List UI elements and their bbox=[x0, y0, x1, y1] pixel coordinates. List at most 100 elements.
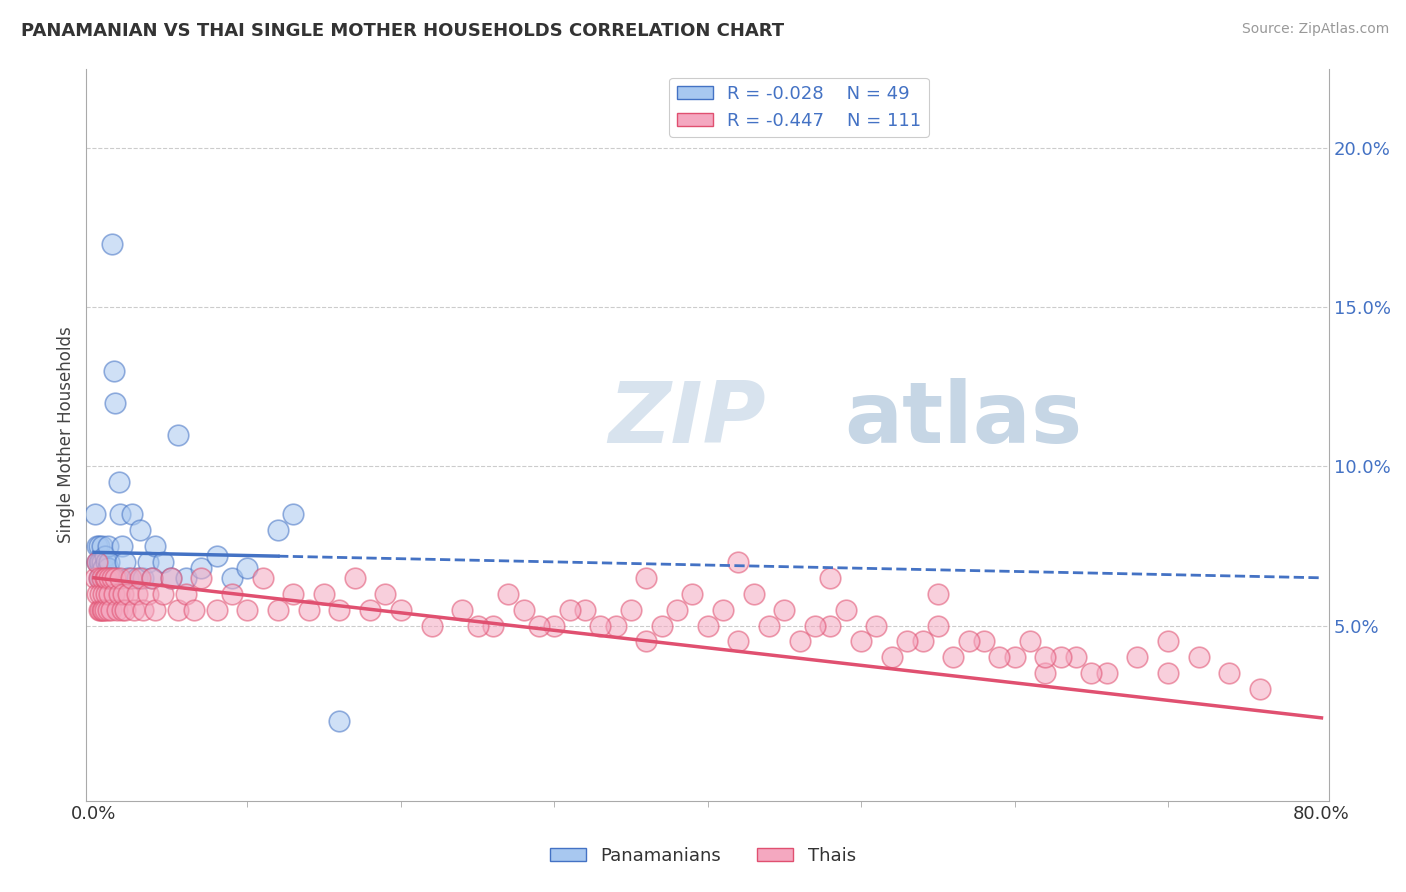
Point bbox=[96, 571, 118, 585]
Point bbox=[174, 571, 197, 585]
Point bbox=[107, 475, 129, 490]
Point bbox=[681, 587, 703, 601]
Point bbox=[125, 587, 148, 601]
Point bbox=[758, 618, 780, 632]
Legend: R = -0.028    N = 49, R = -0.447    N = 111: R = -0.028 N = 49, R = -0.447 N = 111 bbox=[669, 78, 928, 137]
Point bbox=[1033, 666, 1056, 681]
Point bbox=[114, 602, 136, 616]
Point bbox=[90, 555, 112, 569]
Point bbox=[108, 507, 131, 521]
Point bbox=[136, 587, 159, 601]
Y-axis label: Single Mother Households: Single Mother Households bbox=[58, 326, 75, 543]
Point bbox=[558, 602, 581, 616]
Point bbox=[835, 602, 858, 616]
Point bbox=[98, 571, 121, 585]
Point bbox=[696, 618, 718, 632]
Point bbox=[87, 602, 110, 616]
Point bbox=[159, 571, 181, 585]
Point bbox=[93, 549, 115, 563]
Point bbox=[87, 539, 110, 553]
Point bbox=[167, 602, 190, 616]
Point bbox=[742, 587, 765, 601]
Point bbox=[374, 587, 396, 601]
Point bbox=[132, 602, 155, 616]
Text: PANAMANIAN VS THAI SINGLE MOTHER HOUSEHOLDS CORRELATION CHART: PANAMANIAN VS THAI SINGLE MOTHER HOUSEHO… bbox=[21, 22, 785, 40]
Point bbox=[90, 602, 112, 616]
Point bbox=[108, 571, 131, 585]
Text: ZIP: ZIP bbox=[609, 378, 766, 461]
Point bbox=[988, 650, 1011, 665]
Point bbox=[112, 587, 135, 601]
Point bbox=[651, 618, 673, 632]
Point bbox=[152, 587, 174, 601]
Point bbox=[183, 602, 205, 616]
Point bbox=[117, 571, 139, 585]
Point bbox=[121, 507, 143, 521]
Legend: Panamanians, Thais: Panamanians, Thais bbox=[543, 840, 863, 872]
Point bbox=[1033, 650, 1056, 665]
Point bbox=[252, 571, 274, 585]
Point bbox=[98, 587, 121, 601]
Point bbox=[132, 571, 155, 585]
Point bbox=[574, 602, 596, 616]
Point bbox=[527, 618, 550, 632]
Point bbox=[1004, 650, 1026, 665]
Point bbox=[957, 634, 980, 648]
Point bbox=[84, 571, 107, 585]
Point bbox=[143, 602, 166, 616]
Point bbox=[117, 587, 139, 601]
Point bbox=[512, 602, 534, 616]
Point bbox=[389, 602, 412, 616]
Point bbox=[1049, 650, 1071, 665]
Point bbox=[236, 561, 259, 575]
Point bbox=[122, 602, 145, 616]
Point bbox=[221, 571, 243, 585]
Point bbox=[359, 602, 381, 616]
Point bbox=[93, 602, 115, 616]
Point bbox=[84, 507, 107, 521]
Point bbox=[87, 571, 110, 585]
Point bbox=[101, 571, 124, 585]
Point bbox=[104, 396, 127, 410]
Point bbox=[89, 571, 111, 585]
Point bbox=[86, 587, 108, 601]
Point bbox=[942, 650, 965, 665]
Point bbox=[1188, 650, 1211, 665]
Point bbox=[927, 587, 949, 601]
Point bbox=[328, 602, 350, 616]
Point bbox=[96, 587, 118, 601]
Point bbox=[104, 571, 127, 585]
Point bbox=[89, 587, 111, 601]
Point bbox=[543, 618, 565, 632]
Point bbox=[1126, 650, 1149, 665]
Point bbox=[91, 571, 114, 585]
Point bbox=[105, 602, 128, 616]
Point bbox=[496, 587, 519, 601]
Point bbox=[451, 602, 474, 616]
Point bbox=[911, 634, 934, 648]
Point bbox=[896, 634, 918, 648]
Point bbox=[159, 571, 181, 585]
Point bbox=[100, 602, 122, 616]
Point bbox=[114, 555, 136, 569]
Point bbox=[105, 571, 128, 585]
Point bbox=[129, 571, 152, 585]
Point bbox=[865, 618, 887, 632]
Point bbox=[167, 427, 190, 442]
Point bbox=[328, 714, 350, 728]
Point bbox=[86, 555, 108, 569]
Point bbox=[789, 634, 811, 648]
Point bbox=[97, 561, 120, 575]
Point bbox=[90, 571, 112, 585]
Point bbox=[880, 650, 903, 665]
Point bbox=[141, 571, 163, 585]
Point bbox=[1019, 634, 1042, 648]
Text: Source: ZipAtlas.com: Source: ZipAtlas.com bbox=[1241, 22, 1389, 37]
Point bbox=[205, 602, 228, 616]
Point bbox=[93, 571, 115, 585]
Point bbox=[267, 602, 290, 616]
Point bbox=[283, 507, 305, 521]
Point bbox=[129, 523, 152, 537]
Point bbox=[152, 555, 174, 569]
Point bbox=[136, 555, 159, 569]
